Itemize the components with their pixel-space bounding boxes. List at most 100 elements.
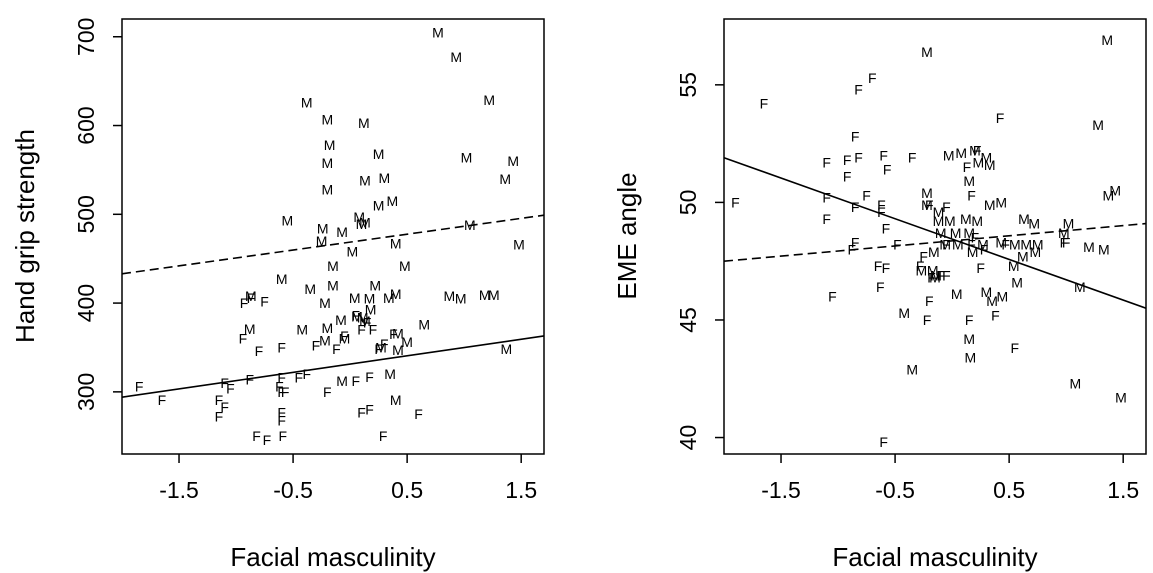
point-f: F	[226, 380, 235, 396]
point-m: M	[898, 305, 910, 321]
point-f: F	[925, 197, 934, 213]
point-m: M	[1009, 237, 1021, 253]
point-f: F	[389, 326, 398, 342]
point-m: M	[915, 263, 927, 279]
point-f: F	[302, 366, 311, 382]
point-f: F	[1060, 234, 1069, 250]
point-m: M	[364, 291, 376, 307]
x-axis-label: Facial masculinity	[230, 542, 435, 572]
point-m: M	[390, 236, 402, 252]
point-f: F	[877, 204, 886, 220]
point-m: M	[418, 316, 430, 332]
point-f: F	[220, 399, 229, 415]
point-m: M	[929, 270, 941, 286]
point-m: M	[1032, 237, 1044, 253]
point-f: F	[868, 70, 877, 86]
point-m: M	[933, 213, 945, 229]
point-f: F	[414, 406, 423, 422]
x-tick-label: -1.5	[159, 477, 199, 503]
point-f: F	[247, 290, 256, 306]
point-m: M	[304, 281, 316, 297]
point-m: M	[390, 286, 402, 302]
point-m: M	[980, 150, 992, 166]
y-axis: 40 45 50 55	[675, 72, 724, 450]
point-m: M	[906, 361, 918, 377]
point-f: F	[882, 260, 891, 276]
point-m: M	[1103, 187, 1115, 203]
point-m: M	[950, 225, 962, 241]
point-f: F	[854, 82, 863, 98]
point-f: F	[828, 288, 837, 304]
point-m: M	[378, 170, 390, 186]
point-f: F	[352, 308, 361, 324]
point-m: M	[365, 301, 377, 317]
point-f: F	[882, 220, 891, 236]
point-m: M	[317, 221, 329, 237]
point-f: F	[862, 187, 871, 203]
point-f: F	[927, 270, 936, 286]
y-tick-label: 40	[675, 425, 701, 451]
plot-frame	[723, 18, 1147, 455]
point-f: F	[340, 328, 349, 344]
point-m: M	[399, 258, 411, 274]
point-m: M	[358, 115, 370, 131]
point-f: F	[260, 293, 269, 309]
y-tick-label: 55	[675, 72, 701, 98]
y-tick-label: 700	[73, 18, 99, 56]
point-f: F	[215, 392, 224, 408]
point-f: F	[731, 194, 740, 210]
y-tick-label: 45	[675, 307, 701, 333]
point-m: M	[995, 234, 1007, 250]
point-m: M	[1074, 279, 1086, 295]
point-f: F	[357, 322, 366, 338]
point-m: M	[960, 211, 972, 227]
x-tick-label: 1.5	[1107, 477, 1139, 503]
point-m: M	[984, 157, 996, 173]
point-m: M	[359, 313, 371, 329]
point-m: M	[282, 213, 294, 229]
point-f: F	[220, 375, 229, 391]
y-tick-label: 50	[675, 190, 701, 216]
point-f: F	[760, 96, 769, 112]
point-m: M	[1030, 244, 1042, 260]
dashed-fit-line	[723, 222, 1147, 262]
x-axis-label: Facial masculinity	[832, 542, 1037, 572]
x-tick-label: -0.5	[875, 477, 915, 503]
y-tick-label: 400	[73, 284, 99, 322]
point-f: F	[908, 150, 917, 166]
point-m: M	[386, 193, 398, 209]
point-f: F	[893, 237, 902, 253]
point-f: F	[245, 371, 254, 387]
point-m: M	[1069, 375, 1081, 391]
point-m: M	[321, 181, 333, 197]
point-f: F	[822, 190, 831, 206]
point-f: F	[851, 199, 860, 215]
point-m: M	[244, 321, 256, 337]
point-m: M	[359, 214, 371, 230]
point-m: M	[1098, 241, 1110, 257]
point-m: M	[375, 339, 387, 355]
point-m: M	[450, 49, 462, 65]
point-m: M	[488, 287, 500, 303]
point-f: F	[879, 147, 888, 163]
point-f: F	[967, 237, 976, 253]
point-m: M	[324, 137, 336, 153]
point-f: F	[851, 234, 860, 250]
point-m: M	[479, 287, 491, 303]
point-m: M	[357, 309, 369, 325]
point-m: M	[356, 216, 368, 232]
point-m: M	[933, 204, 945, 220]
point-m: M	[359, 173, 371, 189]
point-m: M	[327, 258, 339, 274]
point-f: F	[965, 312, 974, 328]
point-m: M	[1109, 183, 1121, 199]
point-m: M	[927, 263, 939, 279]
point-m: M	[971, 213, 983, 229]
point-m: M	[1115, 390, 1127, 406]
point-m: M	[353, 209, 365, 225]
point-m: M	[1092, 117, 1104, 133]
x-tick-label: -0.5	[273, 477, 313, 503]
point-f: F	[936, 267, 945, 283]
point-m: M	[321, 320, 333, 336]
